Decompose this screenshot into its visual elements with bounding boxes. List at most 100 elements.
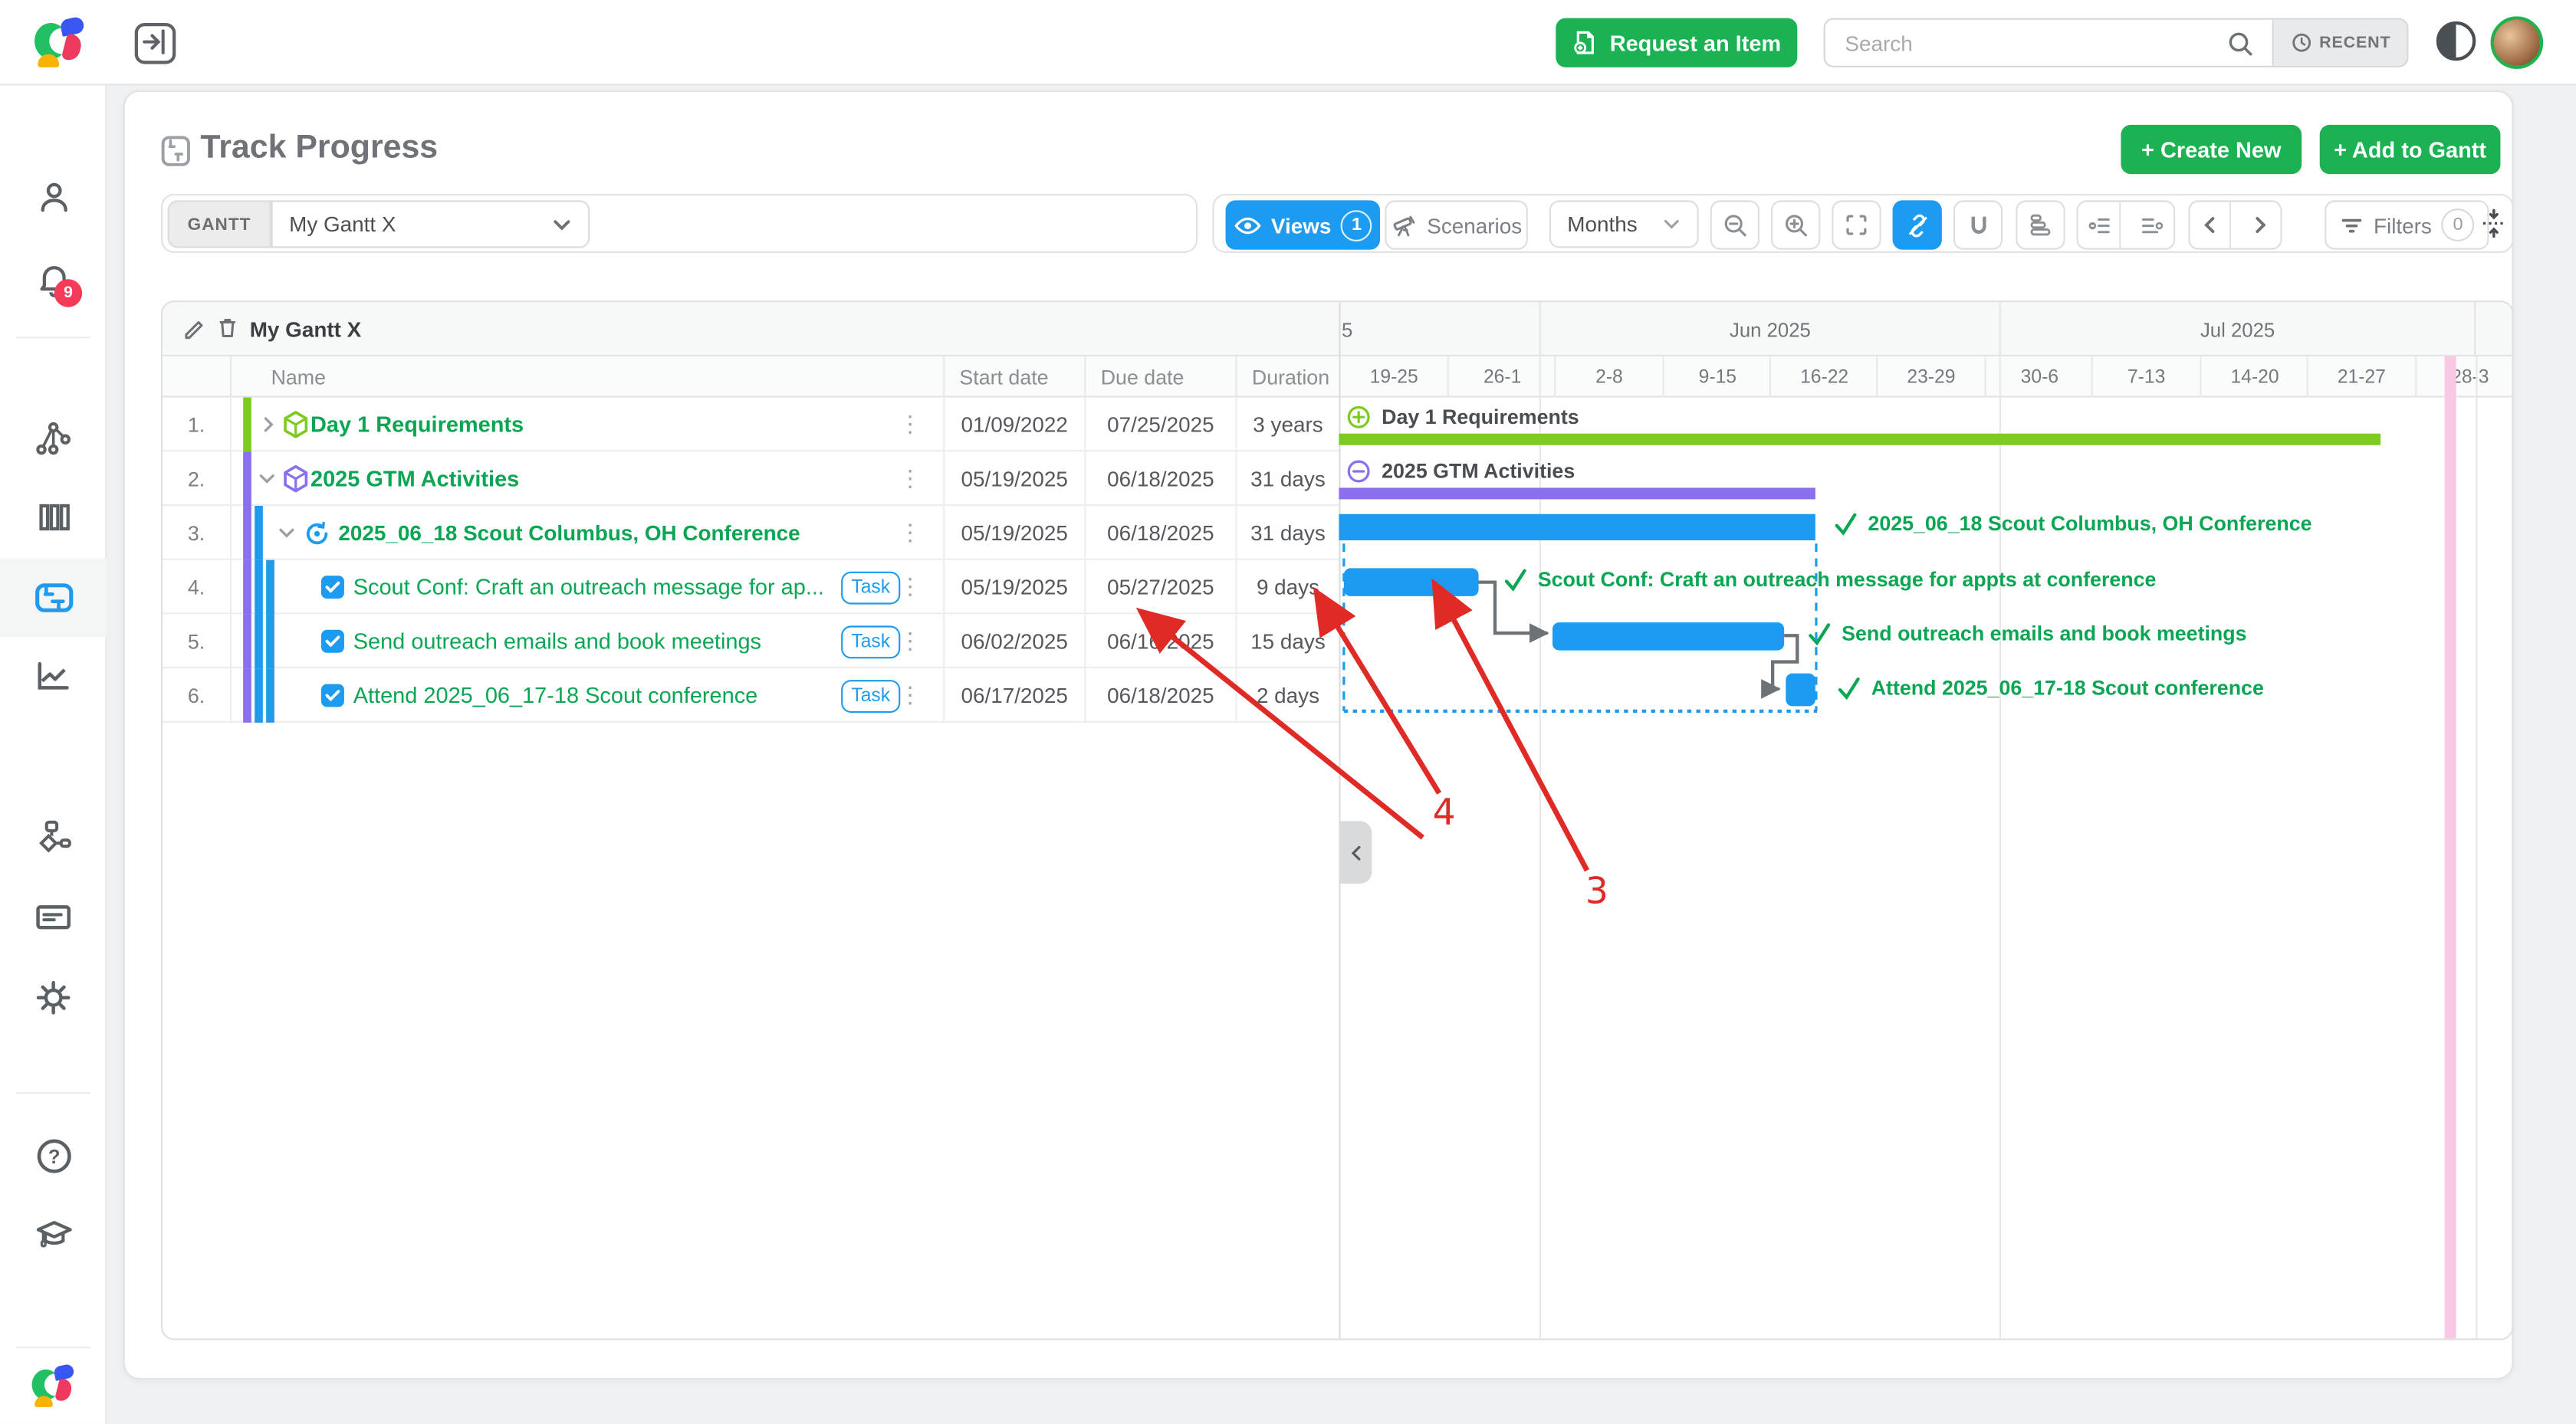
row-name[interactable]: Day 1 Requirements: [310, 412, 524, 437]
chart-task-label: Send outreach emails and book meetings: [1807, 622, 2247, 646]
row-menu-kebab-icon[interactable]: ⋮: [899, 681, 922, 708]
step-right-button[interactable]: [2240, 202, 2280, 248]
chart-scroll-left-handle[interactable]: [1339, 821, 1372, 884]
scenarios-button[interactable]: Scenarios: [1385, 200, 1528, 250]
kanban-columns-icon: [38, 504, 69, 531]
checkmark-icon: [1838, 677, 1860, 700]
row-color-bar: [243, 506, 251, 560]
collapse-sidebar-button[interactable]: [134, 23, 176, 64]
add-to-gantt-button[interactable]: + Add to Gantt: [2319, 124, 2501, 175]
sidebar-item-hierarchy[interactable]: [0, 399, 107, 478]
month-gridline: [1539, 356, 1541, 1339]
sidebar-item-learning[interactable]: [0, 1196, 107, 1275]
checkmark-icon: [1809, 623, 1831, 646]
views-button[interactable]: Views 1: [1225, 200, 1380, 250]
table-row[interactable]: 5. Send outreach emails and book meeting…: [163, 614, 1339, 669]
table-row[interactable]: 3. 2025_06_18 Scout Columbus, OH Confere…: [163, 506, 1339, 560]
recent-button[interactable]: RECENT: [2272, 19, 2407, 66]
sidebar-item-notifications[interactable]: [0, 240, 107, 319]
step-left-button[interactable]: [2190, 202, 2231, 248]
outdent-button[interactable]: [2078, 202, 2121, 248]
row-menu-kebab-icon[interactable]: ⋮: [899, 627, 922, 654]
sidebar-item-kanban[interactable]: [0, 478, 107, 557]
expand-chevron-down-icon[interactable]: [258, 451, 276, 506]
gantt-bar-task[interactable]: [1786, 673, 1815, 707]
week-header: 23-29: [1876, 356, 1984, 398]
create-new-button[interactable]: + Create New: [2121, 124, 2302, 175]
circle-plus-icon[interactable]: [1347, 405, 1370, 428]
scroll-step-group: [2188, 200, 2282, 250]
sidebar-item-cards[interactable]: [0, 877, 107, 956]
month-label: Jul 2025: [1999, 302, 2476, 356]
row-menu-kebab-icon[interactable]: ⋮: [899, 464, 922, 491]
request-item-label: Request an Item: [1609, 30, 1782, 55]
cell-start-date: 06/02/2025: [943, 614, 1084, 669]
table-row[interactable]: 4. Scout Conf: Craft an outreach message…: [163, 559, 1339, 615]
align-bars-button[interactable]: [2016, 200, 2065, 250]
table-row[interactable]: 1. Day 1 Requirements ⋮ 01/09/2022 07/25…: [163, 397, 1339, 452]
sidebar-item-reports[interactable]: [0, 635, 107, 714]
request-item-button[interactable]: Request an Item: [1556, 18, 1798, 67]
track-progress-icon: [161, 136, 190, 166]
row-menu-kebab-icon[interactable]: ⋮: [899, 573, 922, 600]
gantt-select[interactable]: My Gantt X: [271, 200, 590, 248]
cell-start-date: 01/09/2022: [943, 397, 1084, 452]
row-number: 3.: [163, 506, 232, 560]
expand-chevron-right-icon[interactable]: [260, 398, 278, 452]
indent-button[interactable]: [2131, 202, 2174, 248]
gantt-bar-group[interactable]: [1339, 433, 2380, 445]
row-name[interactable]: Attend 2025_06_17-18 Scout conference: [353, 683, 758, 708]
checkmark-icon: [1504, 569, 1526, 592]
unlink-dependencies-button[interactable]: [1892, 200, 1942, 250]
table-row[interactable]: 6. Attend 2025_06_17-18 Scout conference…: [163, 668, 1339, 723]
collapse-rows-button[interactable]: [2476, 202, 2512, 248]
sidebar-item-settings[interactable]: [0, 957, 107, 1036]
chart-task-label: 2025_06_18 Scout Columbus, OH Conference: [1833, 513, 2312, 536]
panel-collapse-icon: [143, 29, 165, 54]
row-name[interactable]: 2025_06_18 Scout Columbus, OH Conference: [338, 520, 800, 546]
zoom-in-button[interactable]: [1771, 200, 1821, 250]
expand-chevron-down-icon[interactable]: [278, 506, 296, 560]
sidebar-item-gantt[interactable]: [0, 558, 107, 638]
sidebar-divider: [16, 1092, 90, 1094]
search-input[interactable]: [1825, 19, 2272, 66]
zoom-out-icon: [1723, 214, 1746, 236]
sidebar-item-help[interactable]: ?: [0, 1117, 107, 1196]
table-row[interactable]: 2. 2025 GTM Activities ⋮ 05/19/2025 06/1…: [163, 451, 1339, 506]
collapse-vertical-icon: [2482, 208, 2505, 238]
timescale-select[interactable]: Months: [1549, 200, 1699, 248]
row-name[interactable]: Send outreach emails and book meetings: [353, 628, 762, 654]
cell-duration: 9 days: [1235, 559, 1339, 615]
gantt-bar-summary[interactable]: [1339, 513, 1815, 540]
search-bar: RECENT: [1823, 18, 2409, 67]
zoom-out-button[interactable]: [1710, 200, 1760, 250]
theme-toggle-icon[interactable]: [2436, 21, 2476, 61]
trash-icon[interactable]: [215, 315, 240, 340]
chart-task-label: Attend 2025_06_17-18 Scout conference: [1837, 677, 2264, 700]
gantt-bar-task[interactable]: [1343, 568, 1479, 596]
gantt-bar-task[interactable]: [1552, 622, 1785, 650]
edit-pencil-icon[interactable]: [182, 317, 207, 342]
fullscreen-button[interactable]: [1832, 200, 1881, 250]
gantt-bar-group[interactable]: [1339, 487, 1815, 500]
sidebar-item-profile[interactable]: [0, 158, 107, 237]
user-avatar[interactable]: [2490, 16, 2544, 69]
row-name[interactable]: Scout Conf: Craft an outreach message fo…: [353, 575, 824, 600]
chevron-down-icon: [1664, 219, 1679, 229]
row-menu-kebab-icon[interactable]: ⋮: [899, 519, 922, 546]
filters-button[interactable]: Filters 0: [2325, 200, 2489, 250]
gantt-select-value: My Gantt X: [289, 212, 396, 237]
chart-task-label-text: Send outreach emails and book meetings: [1842, 622, 2247, 646]
row-color-bar: [266, 559, 274, 615]
row-menu-kebab-icon[interactable]: ⋮: [899, 410, 922, 437]
cell-due-date: 06/18/2025: [1084, 506, 1235, 560]
help-icon: ?: [36, 1139, 71, 1173]
circle-minus-icon[interactable]: [1347, 460, 1370, 483]
magnet-snap-button[interactable]: [1953, 200, 2003, 250]
sidebar-item-workflows[interactable]: [0, 798, 107, 877]
gantt-toolbar-group: Views 1 Scenarios Months: [1212, 193, 2514, 253]
chart-group-label: 2025 GTM Activities: [1347, 460, 1575, 483]
row-name[interactable]: 2025 GTM Activities: [310, 466, 520, 491]
page-title: Track Progress: [200, 130, 439, 166]
org-chart-icon: [36, 421, 71, 454]
